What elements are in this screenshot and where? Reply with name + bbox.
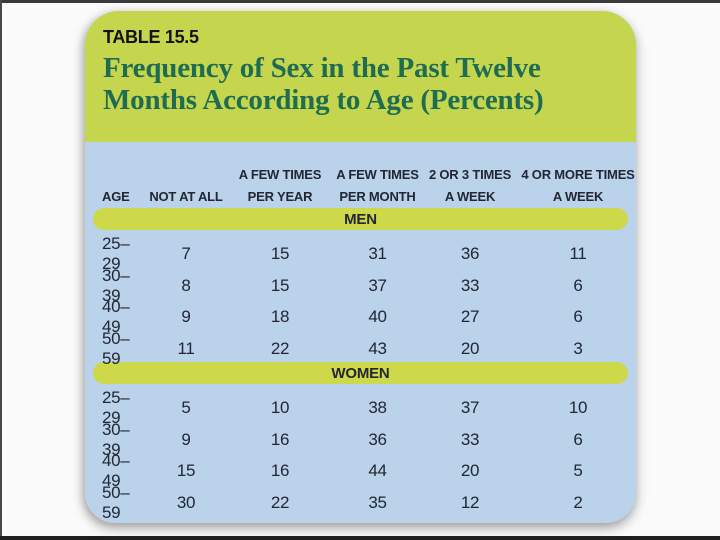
value-cell: 15 [270,275,290,295]
value-cell: 44 [368,461,387,480]
value-cell: 30 [176,492,196,512]
value-cell: 9 [181,429,191,449]
value-cell: 33 [460,429,480,449]
value-cell: 9 [181,307,191,326]
women-rows: 25–29 5 10 38 37 10 30–39 9 16 36 33 6 4… [85,388,636,522]
column-header-age: AGE [102,189,130,204]
value-cell: 22 [270,492,290,512]
section-band-women-label: WOMEN [331,364,390,382]
table-row: 25–29 7 15 31 36 11 [85,234,636,273]
table-row: 25–29 5 10 38 37 10 [85,388,636,427]
value-cell: 18 [270,307,290,326]
column-header-4-more-times-week: 4 OR MORE TIMES A WEEK [521,167,635,204]
value-cell: 3 [573,338,583,358]
value-cell: 35 [368,492,387,512]
value-cell: 20 [460,461,480,480]
value-cell: 12 [460,492,480,512]
table-label: TABLE 15.5 [103,27,199,47]
value-cell: 16 [270,429,290,449]
value-cell: 27 [460,307,480,326]
card-header: TABLE 15.5 Frequency of Sex in the Past … [85,11,636,142]
value-cell: 6 [573,275,583,295]
value-cell: 8 [181,275,191,295]
column-header-few-times-month: A FEW TIMES PER MONTH [336,167,419,204]
value-cell: 40 [368,307,387,326]
value-cell: 20 [460,338,480,358]
age-cell: 30–39 [102,265,130,305]
column-header-not-at-all: NOT AT ALL [149,189,223,204]
age-cell: 25–29 [102,234,130,273]
value-cell: 5 [573,461,583,480]
value-cell: 22 [270,338,290,358]
table-card: TABLE 15.5 Frequency of Sex in the Past … [85,11,636,523]
value-cell: 15 [270,244,290,263]
table-body: AGE NOT AT ALL A FEW TIMES PER YEAR A FE… [85,150,636,523]
value-cell: 5 [181,398,191,417]
section-band-women: WOMEN [93,362,628,384]
title-line-1: Frequency of Sex in the Past Twelve [103,52,541,84]
value-cell: 2 [573,492,583,512]
age-cell: 30–39 [102,419,130,459]
section-band-men-label: MEN [344,210,377,228]
value-cell: 16 [270,461,290,480]
frame-left-border [0,0,2,540]
value-cell: 11 [177,338,195,358]
table-row: 30–39 9 16 36 33 6 [85,420,636,459]
value-cell: 6 [573,429,583,449]
age-cell: 50–59 [102,482,130,522]
value-cell: 36 [368,429,387,449]
age-cell: 40–49 [102,451,130,490]
value-cell: 33 [460,275,480,295]
table-row: 30–39 8 15 37 33 6 [85,266,636,305]
age-cell: 25–29 [102,388,130,427]
frame-top-border [0,0,720,3]
value-cell: 38 [368,398,387,417]
frame-bottom-border [0,536,720,540]
age-cell: 50–59 [102,328,130,368]
column-header-2-3-times-week: 2 OR 3 TIMES A WEEK [428,167,512,204]
column-headers: AGE NOT AT ALL A FEW TIMES PER YEAR A FE… [85,150,636,204]
value-cell: 37 [368,275,387,295]
value-cell: 10 [270,398,290,417]
table-title: Frequency of Sex in the Past Twelve Mont… [103,52,618,116]
title-line-2: Months According to Age (Percents) [103,84,544,116]
section-band-men: MEN [93,208,628,230]
value-cell: 31 [368,244,387,263]
value-cell: 6 [573,307,583,326]
value-cell: 36 [460,244,480,263]
value-cell: 43 [368,338,387,358]
value-cell: 37 [460,398,480,417]
table-row: 40–49 15 16 44 20 5 [85,451,636,490]
table-row: 50–59 30 22 35 12 2 [85,483,636,522]
value-cell: 10 [568,398,588,417]
value-cell: 15 [176,461,196,480]
men-rows: 25–29 7 15 31 36 11 30–39 8 15 37 33 6 4… [85,234,636,368]
table-row: 50–59 11 22 43 20 3 [85,329,636,368]
column-header-few-times-year: A FEW TIMES PER YEAR [238,167,322,204]
table-row: 40–49 9 18 40 27 6 [85,297,636,336]
value-cell: 7 [181,244,191,263]
value-cell: 11 [569,244,587,263]
age-cell: 40–49 [102,297,130,336]
